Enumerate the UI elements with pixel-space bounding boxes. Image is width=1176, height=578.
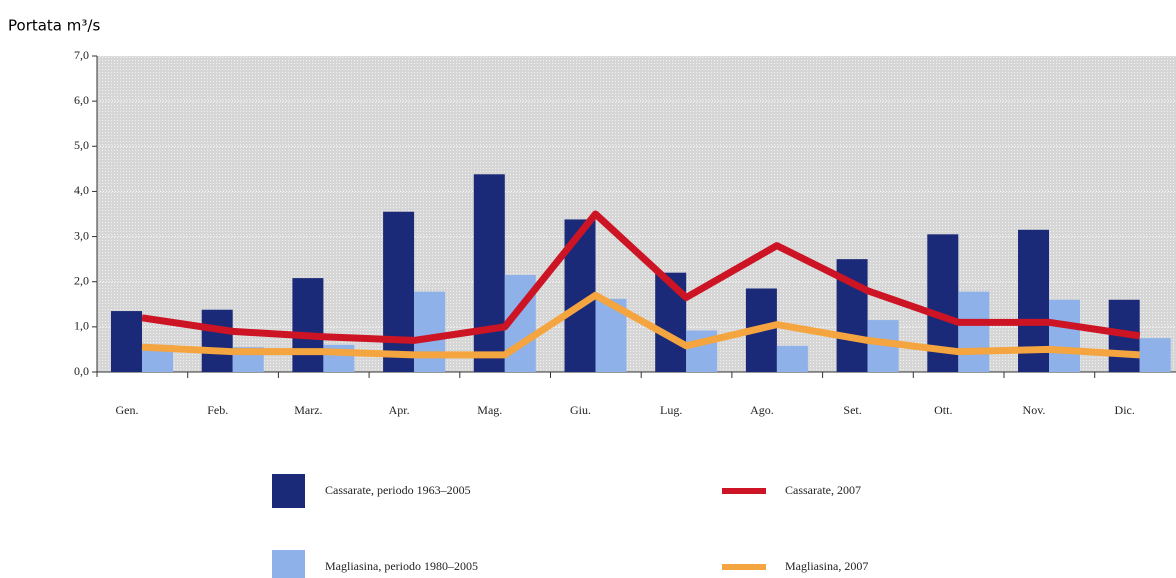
legend-swatch (272, 550, 305, 578)
y-tick-label: 0,0 (74, 364, 89, 378)
y-tick-label: 5,0 (74, 138, 89, 152)
bar (292, 278, 324, 372)
legend-label: Cassarate, 2007 (785, 483, 861, 497)
x-tick-label: Giu. (570, 403, 591, 417)
bar (473, 174, 505, 372)
x-tick-label: Set. (843, 403, 861, 417)
y-tick-label: 1,0 (74, 319, 89, 333)
bar (1139, 338, 1171, 372)
x-tick-label: Nov. (1023, 403, 1046, 417)
line (141, 210, 1141, 344)
y-tick-label: 7,0 (74, 48, 89, 62)
y-tick-label: 4,0 (74, 183, 89, 197)
x-tick-label: Apr. (389, 403, 410, 417)
x-tick-label: Lug. (660, 403, 682, 417)
y-tick-label: 3,0 (74, 228, 89, 242)
x-tick-label: Feb. (207, 403, 228, 417)
legend-label: Cassarate, periodo 1963–2005 (325, 483, 471, 497)
x-tick-label: Gen. (116, 403, 139, 417)
line (141, 291, 1140, 359)
bar (201, 309, 233, 372)
y-tick-label: 6,0 (74, 93, 89, 107)
legend-swatch (272, 474, 305, 508)
x-tick-label: Dic. (1115, 403, 1135, 417)
bar (958, 291, 990, 372)
y-tick-label: 2,0 (74, 273, 89, 287)
bar (1049, 299, 1080, 372)
x-tick-label: Ott. (934, 403, 952, 417)
x-tick-label: Marz. (294, 403, 322, 417)
bar (111, 311, 142, 372)
x-tick-label: Mag. (477, 403, 502, 417)
bar (414, 291, 446, 372)
legend-label: Magliasina, 2007 (785, 559, 868, 573)
bar (383, 211, 415, 372)
x-tick-label: Ago. (750, 403, 774, 417)
y-axis-label: Portata m³/s (8, 17, 100, 35)
legend-label: Magliasina, periodo 1980–2005 (325, 559, 478, 573)
bar (776, 345, 808, 372)
